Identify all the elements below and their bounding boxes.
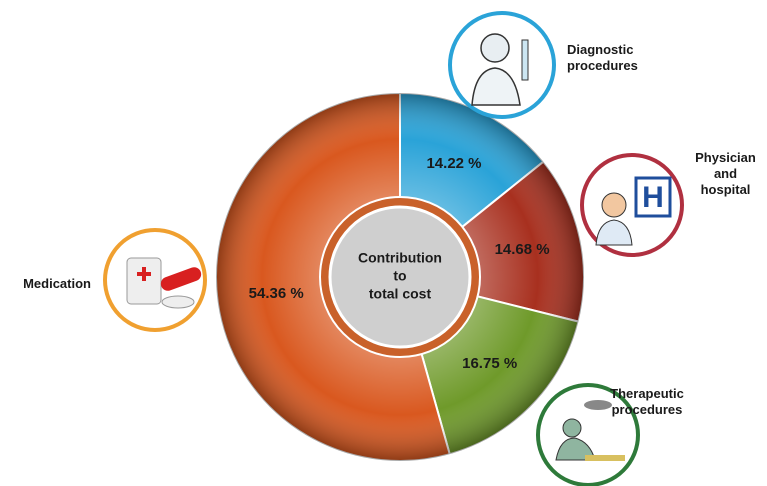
- value-label: 16.75 %: [462, 355, 517, 372]
- svg-text:H: H: [642, 181, 664, 214]
- category-label: Medication: [0, 276, 91, 292]
- icon-hospital: H: [582, 155, 682, 255]
- center-text: total cost: [369, 286, 432, 302]
- center-text: Contribution: [358, 250, 442, 266]
- icon-medication: [105, 230, 205, 330]
- category-label: Therapeutic procedures: [592, 386, 702, 418]
- value-label: 14.68 %: [495, 241, 550, 258]
- value-label: 54.36 %: [249, 285, 304, 302]
- icon-diagnostic: [450, 13, 554, 117]
- category-label: Diagnostic procedures: [567, 42, 662, 74]
- center-text: to: [393, 268, 406, 284]
- category-label: Physician and hospital: [688, 150, 763, 198]
- page: {"chart_data": {"type": "pie", "center_l…: [0, 0, 767, 486]
- value-label: 14.22 %: [426, 155, 481, 172]
